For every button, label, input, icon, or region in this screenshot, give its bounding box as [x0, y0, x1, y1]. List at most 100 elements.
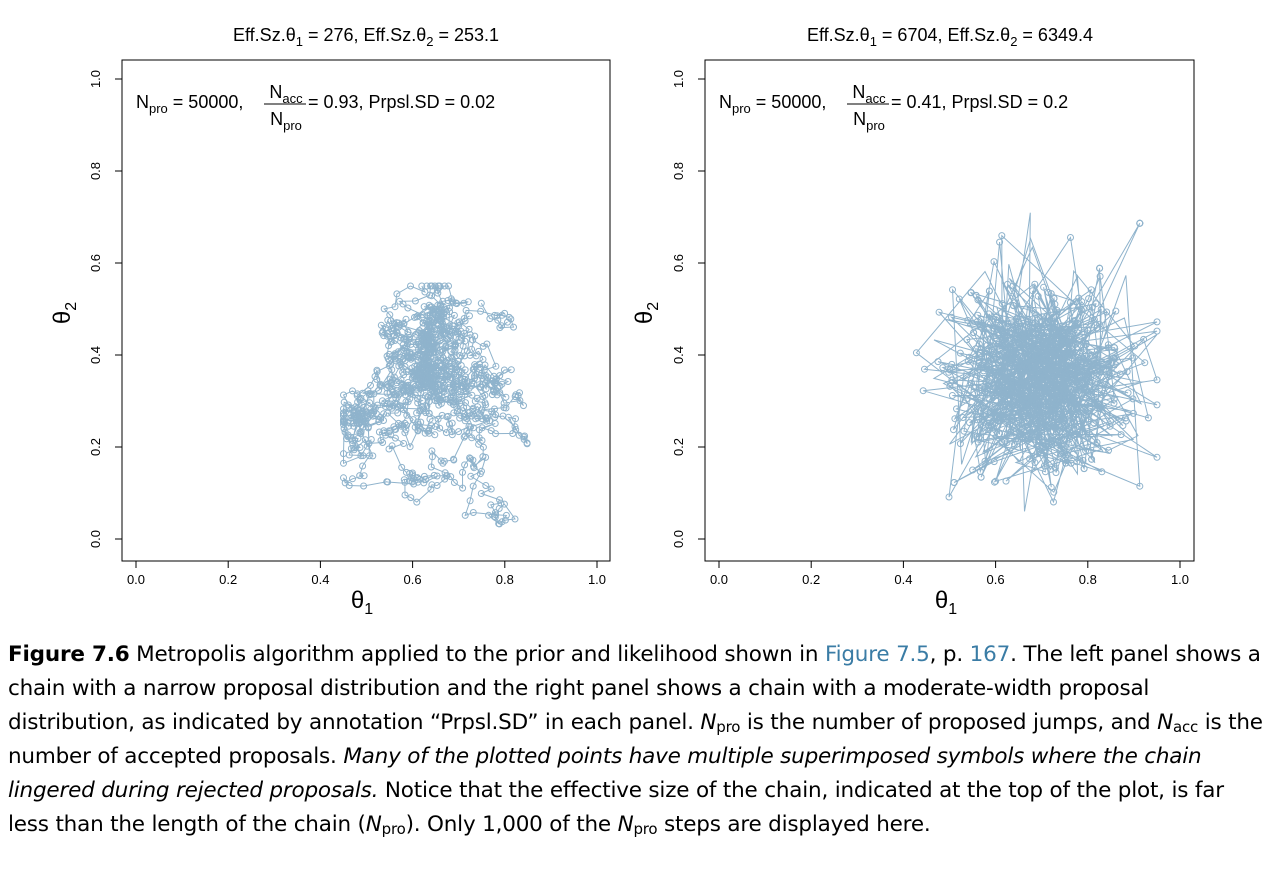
annotation-ratio: = 0.93, Prpsl.SD = 0.02	[308, 92, 495, 112]
chain-point	[434, 395, 442, 403]
chain-point	[434, 415, 442, 423]
chain-point	[343, 435, 350, 443]
chain-point	[1024, 435, 1032, 443]
link-figure-7-5[interactable]: Figure 7.5	[824, 642, 930, 667]
chain-point	[1037, 348, 1045, 356]
chain-point	[371, 404, 379, 412]
chain-point	[430, 361, 438, 369]
chain-point	[459, 484, 467, 492]
chain-point	[999, 397, 1007, 405]
chain-point	[1041, 367, 1048, 375]
chain-point	[1006, 360, 1014, 368]
chain-point	[1131, 342, 1139, 350]
chain-point	[437, 315, 445, 323]
chain-point	[1057, 396, 1065, 404]
chain-point	[1107, 417, 1115, 425]
chain-point	[352, 419, 360, 427]
chain-point	[461, 417, 469, 425]
chain-point	[977, 323, 985, 331]
chain-point	[414, 426, 422, 434]
chain-point	[1043, 329, 1051, 337]
chain-point	[996, 430, 1003, 438]
chain-point	[991, 478, 998, 486]
chain-point	[1129, 409, 1137, 417]
chain-point	[423, 350, 430, 358]
chain-point	[402, 398, 410, 406]
chain-point	[997, 411, 1005, 419]
chain-point	[1024, 399, 1032, 407]
chain-point	[1123, 368, 1131, 376]
y-tick-label: 0.6	[88, 254, 103, 272]
chain-point	[411, 313, 418, 321]
chain-point	[939, 364, 947, 372]
chain-point	[451, 341, 459, 349]
chain-point	[990, 258, 998, 266]
chain-point	[413, 409, 421, 417]
chain-point	[1016, 431, 1024, 439]
chain-point	[479, 393, 487, 400]
chain-point	[1129, 354, 1137, 362]
chain-point	[1106, 422, 1114, 430]
chain-point	[495, 520, 503, 528]
chain-point	[1053, 307, 1061, 314]
chain-point	[425, 429, 433, 437]
annotation-ratio: = 0.41, Prpsl.SD = 0.2	[891, 92, 1068, 112]
chain-point	[340, 405, 347, 413]
chain-point	[994, 340, 1002, 348]
chain-point	[488, 408, 496, 416]
chain-point	[477, 307, 485, 315]
chain-point	[424, 328, 432, 336]
chain-point	[921, 365, 928, 373]
chain-point	[428, 481, 436, 489]
chain-point	[1093, 439, 1101, 446]
chain-point	[1096, 272, 1104, 280]
chain-point	[446, 420, 453, 428]
chain-point	[1110, 399, 1118, 407]
y-axis-label: θ2	[49, 302, 80, 324]
chain-point	[383, 478, 391, 486]
chain-point	[471, 361, 479, 369]
chain-point	[1070, 399, 1078, 407]
chain-point	[975, 340, 983, 348]
panel-title: Eff.Sz.θ1 = 6704, Eff.Sz.θ2 = 6349.4	[807, 25, 1093, 49]
chain-point	[1061, 456, 1069, 464]
chain-point	[460, 299, 468, 307]
chain-point	[1034, 360, 1042, 368]
chain-point	[441, 282, 449, 290]
chain-point	[1042, 421, 1050, 429]
chain-point	[1054, 350, 1062, 358]
chain-point	[1055, 422, 1063, 430]
chain-point	[1090, 419, 1098, 427]
chain-point	[1084, 327, 1092, 334]
chain-point	[1064, 394, 1071, 402]
chain-point	[507, 366, 515, 374]
chain-point	[340, 459, 347, 467]
link-page-167[interactable]: 167	[969, 642, 1011, 667]
chain-point	[360, 472, 368, 480]
chain-point	[472, 352, 480, 360]
y-tick-label: 0.4	[671, 346, 686, 364]
chain-point	[990, 458, 998, 466]
chain-point	[1082, 447, 1090, 455]
chain-point	[433, 472, 441, 480]
chain-point	[980, 367, 987, 375]
chain-point	[1070, 317, 1078, 325]
chain-point	[431, 388, 439, 396]
chain-path	[912, 212, 1161, 512]
chain-point	[407, 390, 414, 398]
chain-point	[1004, 280, 1011, 288]
chain-point	[420, 359, 428, 366]
chain-point	[365, 452, 373, 460]
chain-point	[1064, 393, 1072, 401]
chain-point	[1104, 341, 1112, 349]
chain-point	[358, 408, 366, 416]
chain-point	[411, 297, 419, 305]
chain-point	[1047, 346, 1055, 354]
chain-point	[411, 370, 419, 378]
y-tick-label: 1.0	[671, 70, 686, 88]
chain-point	[1001, 332, 1009, 340]
chain-point	[986, 396, 993, 404]
chain-point	[1116, 370, 1124, 378]
chain-point	[1028, 351, 1036, 359]
chain-point	[402, 315, 410, 323]
